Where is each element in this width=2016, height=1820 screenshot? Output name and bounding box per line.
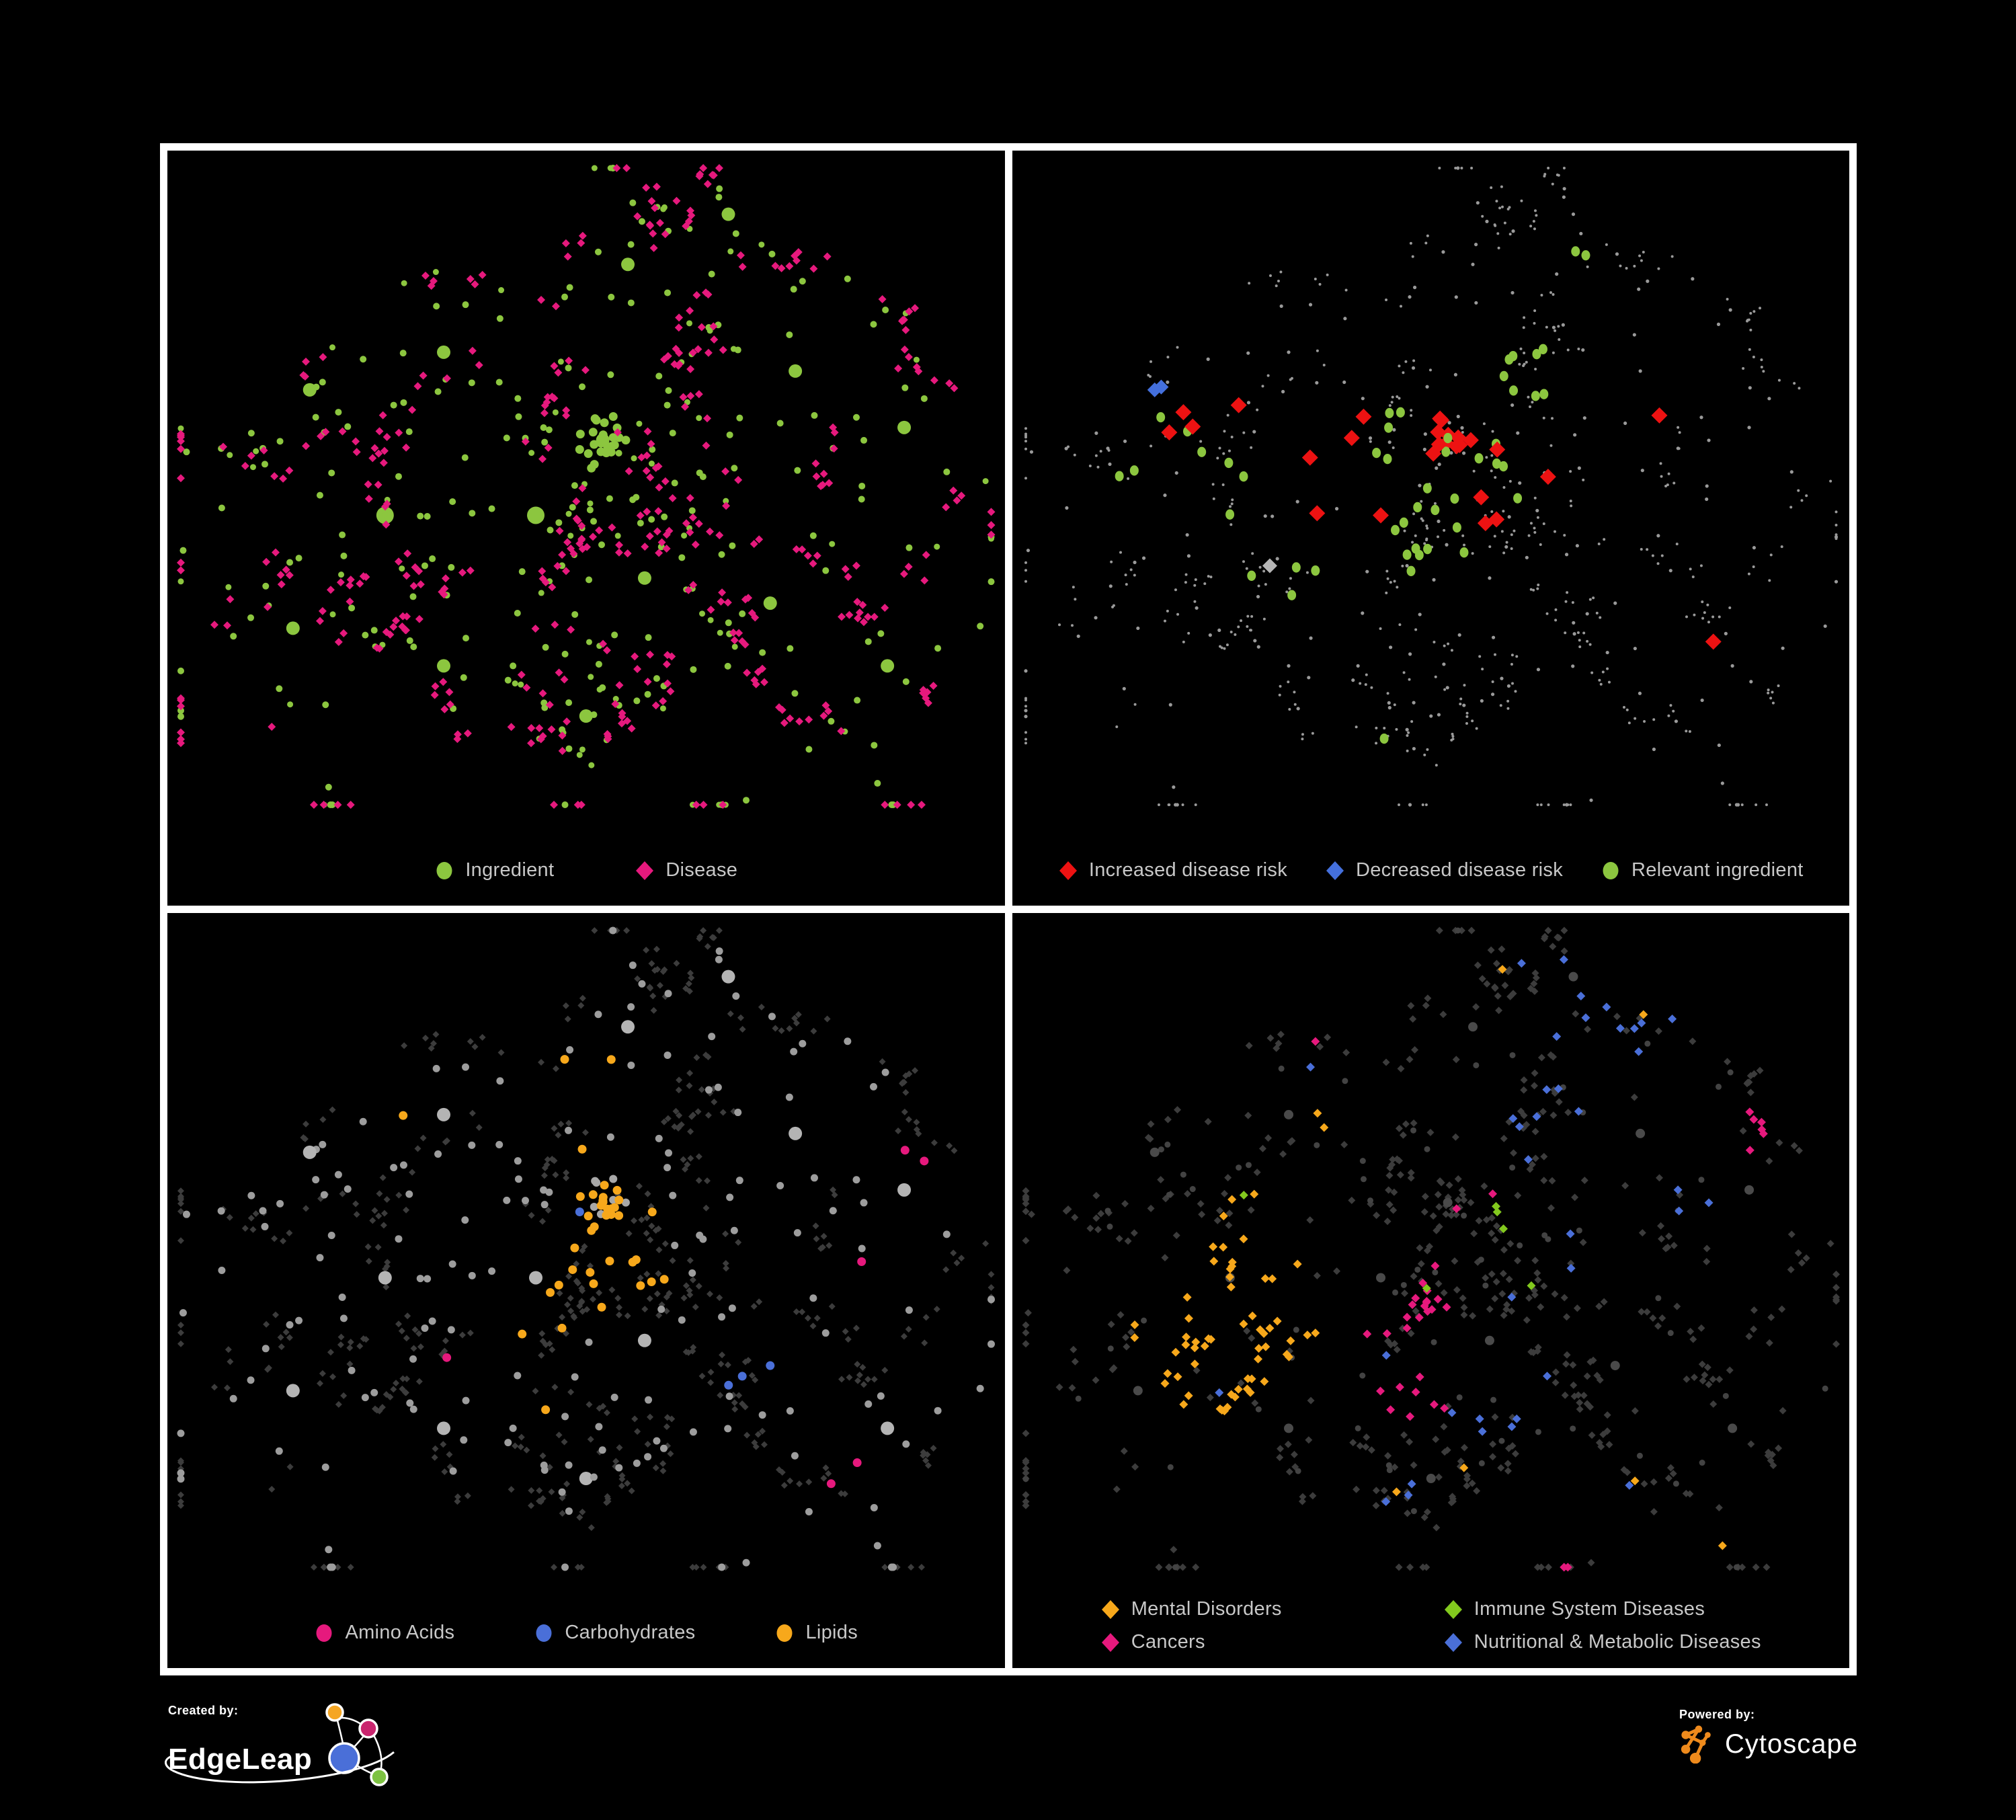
legend-item-immune-system-diseases: Immune System Diseases xyxy=(1443,1598,1761,1620)
legend-circle-icon xyxy=(776,1624,793,1642)
legend-item-increased-disease-risk: Increased disease risk xyxy=(1058,859,1287,881)
legend-circle-icon xyxy=(536,1624,552,1642)
legend-disease-category: Mental Disorders Immune System Diseases Ca… xyxy=(1012,1598,1850,1653)
legend-diamond-icon xyxy=(1444,1632,1462,1652)
legend-item-relevant-ingredient: Relevant ingredient xyxy=(1601,859,1804,881)
legend-circle-icon xyxy=(436,861,452,879)
legend-label: Lipids xyxy=(805,1622,858,1643)
cytoscape-logo-icon xyxy=(1681,1725,1711,1764)
logo-node-pink xyxy=(358,1718,379,1739)
legend-label: Carbohydrates xyxy=(565,1622,696,1643)
legend-diamond-icon xyxy=(1101,1632,1119,1652)
legend-label: Cancers xyxy=(1131,1631,1205,1653)
powered-by-block: Powered by: Cytoscape xyxy=(1679,1708,1881,1764)
legend-label: Disease xyxy=(666,859,738,881)
legend-label: Ingredient xyxy=(465,859,555,881)
legend-label: Immune System Diseases xyxy=(1474,1598,1705,1620)
legend-item-ingredient: Ingredient xyxy=(434,859,554,881)
legend-diamond-icon xyxy=(1326,861,1344,880)
legend-label: Decreased disease risk xyxy=(1356,859,1564,881)
legend-diamond-icon xyxy=(1059,861,1077,880)
panel-nutrient-class: Amino Acids Carbohydrates Lipids xyxy=(167,913,1005,1668)
panel-ingredient-disease: Ingredient Disease xyxy=(167,151,1005,906)
created-by-label: Created by: xyxy=(168,1704,239,1717)
legend-item-decreased-disease-risk: Decreased disease risk xyxy=(1325,859,1563,881)
edgeleap-wordmark: EdgeLeap xyxy=(168,1743,313,1776)
legend-item-nutritional-metabolic-diseases: Nutritional & Metabolic Diseases xyxy=(1443,1631,1761,1653)
logo-node-green xyxy=(370,1768,389,1786)
logo-node-orange xyxy=(325,1703,345,1722)
legend-ingredient-disease: Ingredient Disease xyxy=(167,859,1005,881)
legend-diamond-icon xyxy=(1101,1599,1119,1619)
legend-nutrient-class: Amino Acids Carbohydrates Lipids xyxy=(167,1622,1005,1644)
legend-circle-icon xyxy=(316,1624,332,1642)
legend-diamond-icon xyxy=(636,861,654,880)
logo-node-blue xyxy=(328,1742,361,1774)
legend-item-disease: Disease xyxy=(635,859,737,881)
cytoscape-wordmark: Cytoscape xyxy=(1725,1729,1858,1759)
disease-category-network-svg xyxy=(1021,926,1840,1572)
legend-label: Relevant ingredient xyxy=(1631,859,1804,881)
legend-item-amino-acids: Amino Acids xyxy=(314,1622,454,1644)
created-by-block: Created by: EdgeLeap xyxy=(165,1703,437,1818)
legend-item-lipids: Lipids xyxy=(774,1622,858,1644)
nutrient-class-network-svg xyxy=(177,926,996,1571)
edgeleap-logo-icon xyxy=(325,1703,389,1786)
disease-risk-network-svg xyxy=(1023,166,1838,807)
legend-label: Amino Acids xyxy=(345,1622,455,1643)
powered-by-label: Powered by: xyxy=(1679,1708,1755,1721)
ingredient-disease-network-svg xyxy=(176,164,996,809)
legend-disease-risk: Increased disease risk Decreased disease … xyxy=(1012,859,1850,881)
legend-circle-icon xyxy=(1603,861,1619,879)
legend-item-mental-disorders: Mental Disorders xyxy=(1100,1598,1416,1620)
panel-disease-risk: Increased disease risk Decreased disease … xyxy=(1012,151,1850,906)
legend-item-cancers: Cancers xyxy=(1100,1631,1416,1653)
legend-label: Mental Disorders xyxy=(1131,1598,1282,1620)
legend-label: Increased disease risk xyxy=(1088,859,1288,881)
legend-label: Nutritional & Metabolic Diseases xyxy=(1474,1631,1761,1653)
panel-disease-category: Mental Disorders Immune System Diseases Ca… xyxy=(1012,913,1850,1668)
panel-grid: Ingredient Disease Increased disease risk… xyxy=(160,143,1857,1675)
legend-diamond-icon xyxy=(1444,1599,1462,1619)
legend-item-carbohydrates: Carbohydrates xyxy=(534,1622,695,1644)
